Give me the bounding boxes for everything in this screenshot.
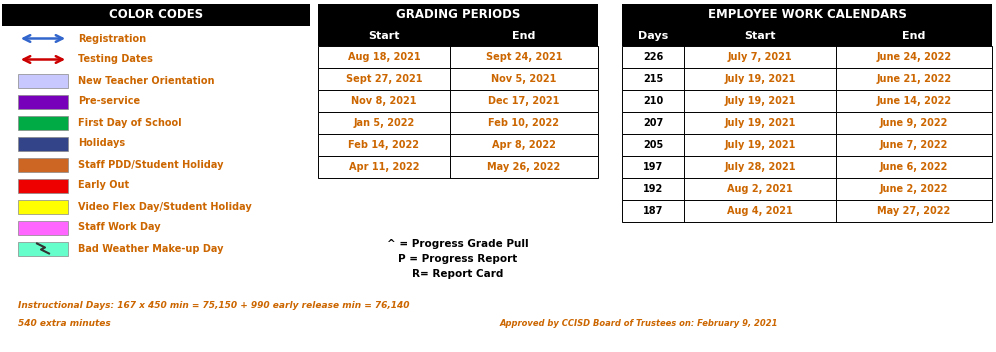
Bar bbox=[622, 46, 992, 68]
Text: Aug 4, 2021: Aug 4, 2021 bbox=[727, 206, 793, 216]
Text: June 7, 2022: June 7, 2022 bbox=[879, 140, 948, 150]
Text: Early Out: Early Out bbox=[78, 181, 129, 190]
Text: Aug 18, 2021: Aug 18, 2021 bbox=[348, 52, 420, 62]
Text: ^ = Progress Grade Pull: ^ = Progress Grade Pull bbox=[387, 239, 529, 249]
Text: June 6, 2022: June 6, 2022 bbox=[879, 162, 948, 172]
Text: July 19, 2021: July 19, 2021 bbox=[724, 118, 796, 128]
Text: July 7, 2021: July 7, 2021 bbox=[728, 52, 792, 62]
Text: Feb 14, 2022: Feb 14, 2022 bbox=[349, 140, 419, 150]
Bar bbox=[2, 4, 310, 26]
Bar bbox=[18, 178, 68, 193]
Bar bbox=[18, 94, 68, 108]
Bar bbox=[18, 74, 68, 88]
Text: New Teacher Orientation: New Teacher Orientation bbox=[78, 75, 214, 86]
Bar bbox=[318, 156, 598, 178]
Bar bbox=[318, 4, 598, 26]
Text: Pre-service: Pre-service bbox=[78, 96, 140, 107]
Text: Staff Work Day: Staff Work Day bbox=[78, 222, 160, 233]
Text: Aug 2, 2021: Aug 2, 2021 bbox=[727, 184, 793, 194]
Bar bbox=[318, 134, 598, 156]
Text: 187: 187 bbox=[642, 206, 663, 216]
Bar bbox=[18, 241, 68, 256]
Text: Testing Dates: Testing Dates bbox=[78, 55, 152, 64]
Text: July 19, 2021: July 19, 2021 bbox=[724, 140, 796, 150]
Text: Holidays: Holidays bbox=[78, 138, 125, 149]
Text: Days: Days bbox=[637, 31, 668, 41]
Text: Bad Weather Make-up Day: Bad Weather Make-up Day bbox=[78, 244, 223, 253]
Bar bbox=[18, 137, 68, 151]
Bar bbox=[318, 46, 598, 68]
Text: Start: Start bbox=[369, 31, 399, 41]
Text: 540 extra minutes: 540 extra minutes bbox=[18, 320, 111, 328]
Text: Nov 8, 2021: Nov 8, 2021 bbox=[352, 96, 416, 106]
Bar bbox=[622, 178, 992, 200]
Text: June 14, 2022: June 14, 2022 bbox=[876, 96, 951, 106]
Bar bbox=[318, 26, 598, 46]
Bar bbox=[622, 4, 992, 26]
Text: 205: 205 bbox=[642, 140, 663, 150]
Bar bbox=[318, 90, 598, 112]
Text: 210: 210 bbox=[642, 96, 663, 106]
Text: COLOR CODES: COLOR CODES bbox=[109, 8, 203, 21]
Bar bbox=[622, 200, 992, 222]
Text: EMPLOYEE WORK CALENDARS: EMPLOYEE WORK CALENDARS bbox=[707, 8, 906, 21]
Text: End: End bbox=[902, 31, 925, 41]
Text: Sept 27, 2021: Sept 27, 2021 bbox=[346, 74, 422, 84]
Text: June 9, 2022: June 9, 2022 bbox=[879, 118, 948, 128]
Text: 215: 215 bbox=[642, 74, 663, 84]
Text: May 26, 2022: May 26, 2022 bbox=[487, 162, 561, 172]
Text: June 2, 2022: June 2, 2022 bbox=[879, 184, 948, 194]
Bar bbox=[622, 26, 992, 46]
Text: Start: Start bbox=[744, 31, 776, 41]
Bar bbox=[318, 112, 598, 134]
Text: Apr 8, 2022: Apr 8, 2022 bbox=[492, 140, 556, 150]
Bar bbox=[622, 90, 992, 112]
Text: Video Flex Day/Student Holiday: Video Flex Day/Student Holiday bbox=[78, 201, 252, 212]
Text: R= Report Card: R= Report Card bbox=[412, 269, 504, 279]
Text: Registration: Registration bbox=[78, 33, 146, 44]
Text: May 27, 2022: May 27, 2022 bbox=[877, 206, 950, 216]
Text: Approved by CCISD Board of Trustees on: February 9, 2021: Approved by CCISD Board of Trustees on: … bbox=[500, 320, 779, 328]
Text: July 19, 2021: July 19, 2021 bbox=[724, 96, 796, 106]
Bar bbox=[318, 68, 598, 90]
Text: 197: 197 bbox=[642, 162, 663, 172]
Bar bbox=[18, 115, 68, 130]
Bar bbox=[622, 112, 992, 134]
Text: GRADING PERIODS: GRADING PERIODS bbox=[395, 8, 520, 21]
Text: Dec 17, 2021: Dec 17, 2021 bbox=[488, 96, 560, 106]
Text: Sept 24, 2021: Sept 24, 2021 bbox=[486, 52, 563, 62]
Text: Instructional Days: 167 x 450 min = 75,150 + 990 early release min = 76,140: Instructional Days: 167 x 450 min = 75,1… bbox=[18, 302, 409, 310]
Text: Jan 5, 2022: Jan 5, 2022 bbox=[354, 118, 414, 128]
Text: June 24, 2022: June 24, 2022 bbox=[876, 52, 951, 62]
Bar bbox=[622, 68, 992, 90]
Text: 226: 226 bbox=[642, 52, 663, 62]
Text: First Day of School: First Day of School bbox=[78, 118, 181, 127]
Text: 207: 207 bbox=[642, 118, 663, 128]
Text: Apr 11, 2022: Apr 11, 2022 bbox=[349, 162, 419, 172]
Text: June 21, 2022: June 21, 2022 bbox=[876, 74, 951, 84]
Text: Nov 5, 2021: Nov 5, 2021 bbox=[491, 74, 557, 84]
Text: July 28, 2021: July 28, 2021 bbox=[724, 162, 796, 172]
Bar bbox=[18, 220, 68, 234]
Text: 192: 192 bbox=[642, 184, 663, 194]
Text: P = Progress Report: P = Progress Report bbox=[398, 254, 518, 264]
Bar bbox=[622, 134, 992, 156]
Bar bbox=[18, 157, 68, 171]
Text: Staff PDD/Student Holiday: Staff PDD/Student Holiday bbox=[78, 159, 223, 170]
Text: Feb 10, 2022: Feb 10, 2022 bbox=[488, 118, 560, 128]
Text: End: End bbox=[512, 31, 536, 41]
Text: July 19, 2021: July 19, 2021 bbox=[724, 74, 796, 84]
Bar bbox=[18, 200, 68, 214]
Bar bbox=[622, 156, 992, 178]
